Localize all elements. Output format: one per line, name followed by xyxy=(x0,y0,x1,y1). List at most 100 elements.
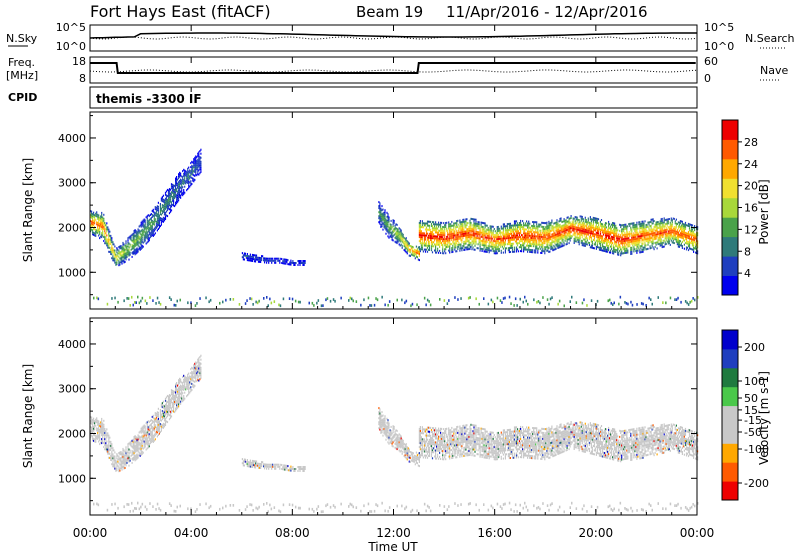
power-cell xyxy=(579,243,580,245)
power-cell xyxy=(480,250,481,252)
power-cell xyxy=(480,242,481,244)
power-cell xyxy=(172,200,173,202)
power-cell xyxy=(271,302,273,305)
power-cell xyxy=(441,244,442,246)
power-cell xyxy=(449,252,450,254)
power-cell xyxy=(155,218,156,220)
power-cell xyxy=(600,245,601,247)
power-cell xyxy=(113,243,114,245)
power-cell xyxy=(609,299,611,302)
power-cell xyxy=(647,248,648,250)
power-cell xyxy=(562,225,563,227)
power-cell xyxy=(600,221,601,223)
power-cell xyxy=(449,243,450,245)
power-cell xyxy=(493,236,494,238)
power-cell xyxy=(622,232,623,234)
power-cell xyxy=(426,231,427,233)
power-cell xyxy=(393,239,394,241)
power-cell xyxy=(522,220,523,222)
velocity-cell xyxy=(99,437,100,439)
power-cell xyxy=(669,218,670,220)
power-cell xyxy=(172,190,173,192)
power-cell xyxy=(526,229,527,231)
power-cell xyxy=(594,235,595,237)
power-cell xyxy=(391,224,392,226)
velocity-cell xyxy=(99,439,100,441)
power-cell xyxy=(651,247,652,249)
power-cell xyxy=(486,231,487,233)
power-cell xyxy=(664,217,665,219)
power-cell xyxy=(509,235,510,237)
power-cell xyxy=(692,230,693,232)
power-cell xyxy=(116,261,117,263)
velocity-cell xyxy=(102,441,103,443)
power-cell xyxy=(648,232,649,234)
power-cell xyxy=(274,300,276,303)
power-cell xyxy=(126,297,128,300)
power-cell xyxy=(487,241,488,243)
station-title: Fort Hays East (fitACF) xyxy=(90,2,271,21)
power-cell xyxy=(424,224,425,226)
power-cell xyxy=(466,234,467,236)
power-cell xyxy=(564,305,566,308)
power-cell xyxy=(471,236,472,238)
power-cell xyxy=(454,230,455,232)
power-cell xyxy=(457,240,458,242)
power-cell xyxy=(500,246,501,248)
power-cell xyxy=(562,227,563,229)
power-cell xyxy=(478,247,479,249)
power-cell xyxy=(325,298,327,301)
power-cell xyxy=(582,240,583,242)
power-cell xyxy=(685,228,686,230)
power-cell xyxy=(410,251,411,253)
power-cell xyxy=(520,232,521,234)
power-cell xyxy=(518,238,519,240)
power-cell xyxy=(475,233,476,235)
power-cell xyxy=(567,241,568,243)
power-cell xyxy=(176,176,177,178)
power-cell xyxy=(506,247,507,249)
power-cell xyxy=(368,297,370,300)
power-cell xyxy=(486,239,487,241)
power-cell xyxy=(195,172,196,174)
power-cell xyxy=(104,234,105,236)
power-cell xyxy=(667,229,668,231)
power-cell xyxy=(657,247,658,249)
power-cell xyxy=(384,209,385,211)
power-cell xyxy=(200,167,201,169)
power-cell xyxy=(534,233,535,235)
power-cell xyxy=(485,249,486,251)
power-cell xyxy=(174,304,176,307)
power-cell xyxy=(458,230,459,232)
power-cell xyxy=(500,299,502,302)
power-cell xyxy=(419,246,420,248)
power-cell xyxy=(479,303,481,306)
power-cell xyxy=(603,234,604,236)
power-cell xyxy=(384,211,385,213)
power-cell xyxy=(643,223,644,225)
power-cell xyxy=(614,302,616,305)
power-cell xyxy=(643,249,644,251)
power-cell xyxy=(462,225,463,227)
power-cell xyxy=(524,242,525,244)
power-cell xyxy=(479,221,480,223)
power-cell xyxy=(138,241,139,243)
colorbar-segment xyxy=(722,217,738,237)
cpid-label: CPID xyxy=(8,91,37,104)
power-cell xyxy=(463,219,464,221)
power-cell xyxy=(360,304,362,307)
power-cell xyxy=(614,225,615,227)
power-cell xyxy=(501,236,502,238)
power-cell xyxy=(271,262,272,264)
power-cell xyxy=(435,250,436,252)
power-cell xyxy=(437,228,438,230)
power-cell xyxy=(180,183,181,185)
power-cell xyxy=(527,225,528,227)
power-cell xyxy=(692,239,693,241)
power-cell xyxy=(627,252,628,254)
power-cell xyxy=(536,244,537,246)
power-cell xyxy=(155,232,156,234)
power-cell xyxy=(430,221,431,223)
power-cell xyxy=(692,249,693,251)
power-cell xyxy=(486,245,487,247)
